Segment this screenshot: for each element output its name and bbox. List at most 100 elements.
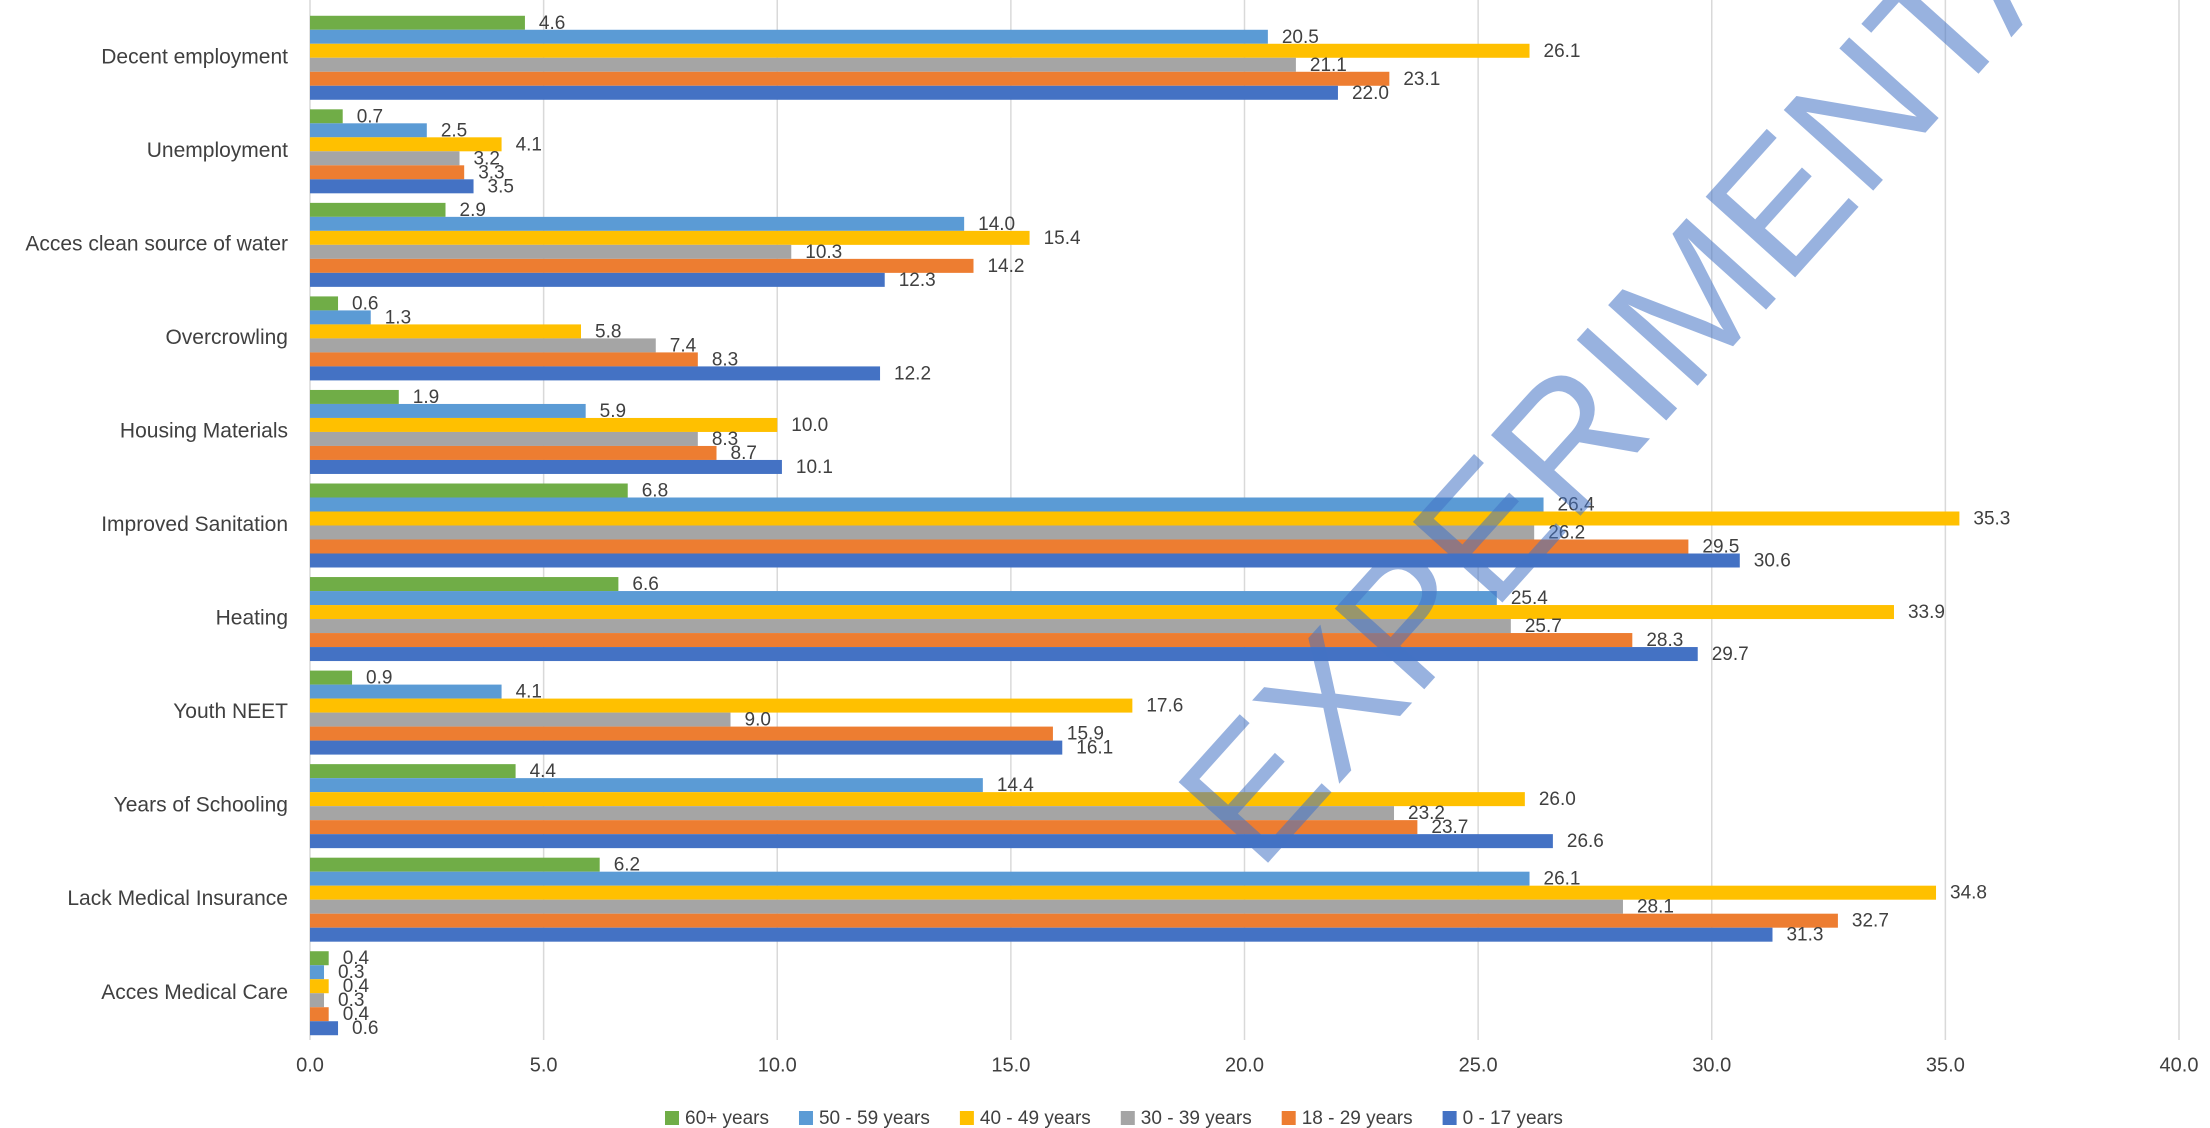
bar <box>310 497 1544 512</box>
bar <box>310 29 1268 44</box>
bar <box>310 1007 329 1022</box>
value-label: 0.7 <box>357 106 383 127</box>
bar <box>310 417 778 432</box>
x-tick-label: 30.0 <box>1692 1054 1731 1076</box>
bar <box>310 885 1937 900</box>
value-label: 7.4 <box>670 335 697 356</box>
bar <box>310 712 731 727</box>
bar <box>310 647 1698 662</box>
bar <box>310 71 1390 86</box>
x-tick-label: 0.0 <box>296 1054 324 1076</box>
bar <box>310 43 1530 58</box>
value-label: 22.0 <box>1352 83 1389 104</box>
value-label: 23.2 <box>1408 803 1445 824</box>
value-label: 35.3 <box>1973 509 2010 530</box>
bar <box>310 965 325 980</box>
bar <box>310 993 325 1008</box>
value-label: 29.7 <box>1712 644 1749 665</box>
bar <box>310 258 974 273</box>
value-label: 21.1 <box>1310 55 1347 76</box>
bar <box>310 913 1838 928</box>
value-label: 28.1 <box>1637 897 1674 918</box>
bar <box>310 202 446 217</box>
bar <box>310 179 474 194</box>
bar <box>310 244 792 259</box>
legend-swatch <box>959 1111 974 1125</box>
value-label: 4.4 <box>530 761 557 782</box>
bar <box>310 899 1623 914</box>
bar <box>310 619 1511 634</box>
value-label: 6.8 <box>642 481 668 502</box>
value-label: 25.7 <box>1525 616 1562 637</box>
bar <box>310 577 619 592</box>
legend-label: 40 - 49 years <box>980 1108 1091 1128</box>
category-label: Acces Medical Care <box>101 981 288 1004</box>
value-label: 1.9 <box>413 387 439 408</box>
value-label: 15.4 <box>1044 228 1081 249</box>
bar <box>310 296 339 311</box>
x-tick-label: 40.0 <box>2160 1054 2199 1076</box>
value-label: 26.4 <box>1558 495 1595 516</box>
value-label: 23.7 <box>1431 817 1468 838</box>
legend-swatch <box>665 1111 679 1125</box>
bar <box>310 109 343 124</box>
bar <box>310 525 1535 540</box>
value-label: 17.6 <box>1146 696 1183 717</box>
value-label: 23.1 <box>1403 69 1440 90</box>
legend-label: 0 - 17 years <box>1463 1108 1563 1128</box>
value-label: 12.3 <box>899 270 936 291</box>
value-label: 12.2 <box>894 363 931 384</box>
category-label: Youth NEET <box>173 700 288 723</box>
bar <box>310 445 717 460</box>
value-label: 14.0 <box>978 214 1015 235</box>
bar <box>310 764 516 779</box>
bar <box>310 670 353 685</box>
value-label: 0.3 <box>338 990 364 1011</box>
value-label: 26.2 <box>1548 523 1585 544</box>
value-label: 5.9 <box>600 401 626 422</box>
value-label: 33.9 <box>1908 602 1945 623</box>
value-label: 6.6 <box>632 574 658 595</box>
bar <box>310 352 698 367</box>
value-label: 0.4 <box>343 1004 370 1025</box>
value-label: 34.8 <box>1950 883 1987 904</box>
value-label: 14.4 <box>997 775 1034 796</box>
legend-label: 60+ years <box>685 1108 769 1128</box>
bar <box>310 459 782 474</box>
value-label: 15.9 <box>1067 724 1104 745</box>
bar <box>310 431 698 446</box>
x-tick-label: 25.0 <box>1459 1054 1498 1076</box>
legend-label: 18 - 29 years <box>1302 1108 1413 1128</box>
value-label: 0.9 <box>366 668 392 689</box>
legend-swatch <box>1281 1111 1296 1125</box>
value-label: 1.3 <box>385 307 411 328</box>
value-label: 10.3 <box>805 242 842 263</box>
bar <box>310 403 586 418</box>
x-tick-label: 35.0 <box>1926 1054 1965 1076</box>
bar <box>310 857 600 872</box>
value-label: 25.4 <box>1511 588 1548 609</box>
legend-swatch <box>1120 1111 1135 1125</box>
legend-swatch <box>798 1111 813 1125</box>
value-label: 10.1 <box>796 457 833 478</box>
bar <box>310 806 1395 821</box>
legend-swatch <box>1442 1111 1457 1125</box>
category-label: Acces clean source of water <box>25 232 288 255</box>
value-label: 8.3 <box>712 349 738 370</box>
bar <box>310 230 1030 245</box>
category-label: Housing Materials <box>120 420 288 443</box>
bar <box>310 684 502 699</box>
value-label: 2.5 <box>441 120 467 141</box>
value-label: 28.3 <box>1646 630 1683 651</box>
value-label: 26.0 <box>1539 789 1576 810</box>
x-tick-label: 15.0 <box>991 1054 1030 1076</box>
bar <box>310 726 1053 741</box>
value-label: 20.5 <box>1282 27 1319 48</box>
bar <box>310 979 329 994</box>
value-label: 26.6 <box>1567 831 1604 852</box>
value-label: 8.7 <box>731 443 757 464</box>
value-label: 4.1 <box>516 682 542 703</box>
x-tick-label: 5.0 <box>530 1054 558 1076</box>
legend-label: 30 - 39 years <box>1141 1108 1252 1128</box>
value-label: 4.6 <box>539 13 565 34</box>
